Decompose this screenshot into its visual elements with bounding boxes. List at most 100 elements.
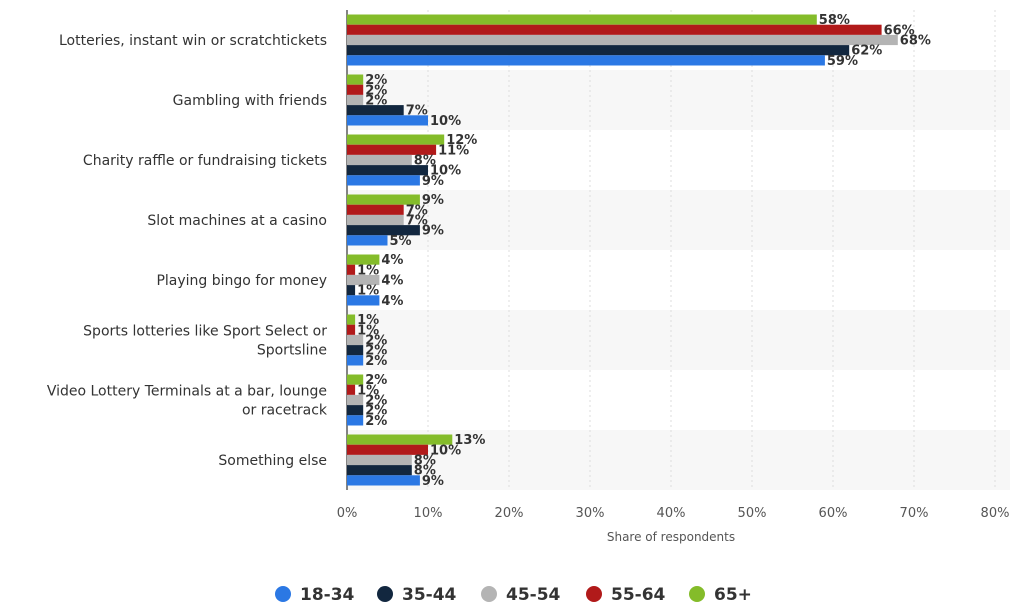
- bar: [347, 225, 420, 236]
- data-label: 4%: [381, 253, 403, 268]
- legend-marker[interactable]: [377, 586, 393, 602]
- x-axis-title: Share of respondents: [607, 530, 735, 544]
- legend-label[interactable]: 55-64: [611, 585, 666, 605]
- data-label: 2%: [365, 404, 387, 419]
- bar: [347, 254, 380, 265]
- category-label: Something else: [218, 453, 327, 469]
- data-label: 2%: [365, 73, 387, 88]
- bar: [347, 355, 364, 366]
- category-label: Playing bingo for money: [156, 273, 327, 289]
- data-label: 4%: [381, 294, 403, 309]
- data-label: 2%: [365, 354, 387, 369]
- bar: [347, 285, 356, 296]
- x-tick-label: 0%: [337, 506, 358, 521]
- bar: [347, 115, 428, 126]
- bar: [347, 165, 428, 176]
- bar: [347, 235, 388, 246]
- x-tick-label: 80%: [981, 506, 1010, 521]
- legend: 18-34 35-44 45-54 55-64 65+: [275, 585, 752, 605]
- bar: [347, 154, 412, 166]
- data-label: 59%: [827, 54, 858, 69]
- data-label: 1%: [357, 284, 379, 299]
- data-label: 2%: [365, 334, 387, 349]
- data-label: 4%: [381, 274, 403, 289]
- category-label: Charity raffle or fundraising tickets: [83, 153, 327, 169]
- legend-marker[interactable]: [586, 586, 602, 602]
- data-label: 2%: [365, 373, 387, 388]
- bar: [347, 134, 445, 145]
- data-label: 9%: [422, 474, 444, 489]
- bar: [347, 274, 380, 286]
- category-label: Lotteries, instant win or scratchtickets: [59, 33, 327, 49]
- category-band: [347, 310, 1010, 370]
- x-tick-label: 70%: [900, 506, 929, 521]
- bar: [347, 334, 364, 346]
- x-tick-label: 20%: [495, 506, 524, 521]
- bar: [347, 24, 882, 35]
- data-label: 1%: [357, 323, 379, 338]
- x-tick-label: 50%: [738, 506, 767, 521]
- data-label: 1%: [357, 263, 379, 278]
- legend-marker[interactable]: [481, 586, 497, 602]
- bar: [347, 144, 437, 155]
- bar: [347, 204, 404, 215]
- bar: [347, 324, 356, 335]
- bar: [347, 45, 850, 56]
- bar: [347, 384, 356, 395]
- category-label: Sportsline: [257, 343, 327, 359]
- data-label: 66%: [884, 23, 915, 38]
- bar: [347, 34, 898, 46]
- bar: [347, 264, 356, 275]
- x-tick-label: 40%: [657, 506, 686, 521]
- bar: [347, 214, 404, 226]
- bar: [347, 374, 364, 385]
- bar: [347, 94, 364, 106]
- x-tick-label: 10%: [414, 506, 443, 521]
- legend-marker[interactable]: [689, 586, 705, 602]
- bar: [347, 475, 420, 486]
- data-label: 2%: [365, 344, 387, 359]
- legend-marker[interactable]: [275, 586, 291, 602]
- data-label: 1%: [357, 313, 379, 328]
- category-band: [347, 190, 1010, 250]
- bar: [347, 444, 428, 455]
- data-label: 10%: [430, 164, 461, 179]
- data-label: 2%: [365, 83, 387, 98]
- data-label: 8%: [414, 454, 436, 469]
- legend-label[interactable]: 65+: [714, 585, 752, 605]
- data-label: 10%: [430, 114, 461, 129]
- bars: [347, 14, 898, 486]
- bar: [347, 405, 364, 416]
- bar: [347, 314, 356, 325]
- data-label: 2%: [365, 394, 387, 409]
- data-label: 7%: [406, 214, 428, 229]
- data-label: 7%: [406, 104, 428, 119]
- bar: [347, 14, 817, 25]
- data-label: 10%: [430, 443, 461, 458]
- data-label: 9%: [422, 224, 444, 239]
- bar: [347, 465, 412, 476]
- bar: [347, 454, 412, 466]
- category-band: [347, 430, 1010, 490]
- legend-label[interactable]: 45-54: [506, 585, 561, 605]
- category-band: [347, 70, 1010, 130]
- bar: [347, 295, 380, 306]
- bar: [347, 84, 364, 95]
- data-label: 9%: [422, 193, 444, 208]
- bar: [347, 394, 364, 406]
- x-tick-label: 60%: [819, 506, 848, 521]
- bar: [347, 175, 420, 186]
- data-label: 58%: [819, 13, 850, 28]
- bar: [347, 55, 825, 66]
- data-label: 5%: [390, 234, 412, 249]
- category-bands: [347, 70, 1010, 490]
- bar: [347, 194, 420, 205]
- data-label: 62%: [851, 44, 882, 59]
- legend-label[interactable]: 18-34: [300, 585, 355, 605]
- x-axis-ticks: 0% 10% 20% 30% 40% 50% 60% 70% 80%: [337, 506, 1010, 521]
- legend-label[interactable]: 35-44: [402, 585, 457, 605]
- category-label: or racetrack: [242, 403, 328, 419]
- bar: [347, 105, 404, 116]
